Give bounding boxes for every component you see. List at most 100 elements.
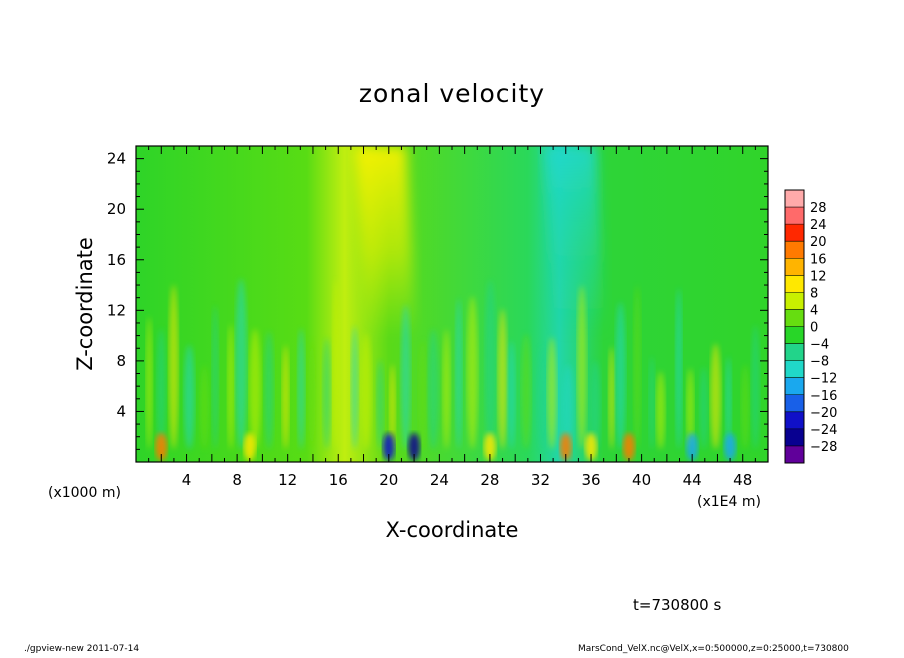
surface-extreme [155, 432, 168, 461]
field-features [145, 146, 760, 461]
colorbar-swatch [785, 258, 804, 276]
colorbar-label: 24 [810, 218, 827, 233]
colorbar-label: −4 [810, 338, 829, 353]
y-axis-label: Z-coordinate [73, 237, 97, 371]
field-streak [455, 298, 463, 450]
footer-right-note: MarsCond_VelX.nc@VelX,x=0:500000,z=0:250… [578, 644, 849, 654]
x-tick-label: 36 [581, 471, 600, 489]
field-streak [590, 360, 601, 450]
field-streak [442, 329, 451, 450]
colorbar-swatch [785, 394, 804, 413]
field-streak [361, 332, 372, 450]
colorbar-label: 12 [810, 269, 827, 284]
field-streak [484, 279, 496, 450]
field-streak [400, 304, 411, 450]
field-streak [686, 368, 695, 450]
field-streak [521, 333, 532, 450]
surface-extreme [686, 432, 699, 461]
x-unit-note: (x1000 m) [48, 485, 121, 501]
field-streak [751, 325, 760, 450]
field-streak [675, 288, 683, 450]
colorbar-label: −28 [810, 440, 837, 455]
field-streak [249, 328, 261, 450]
colorbar-swatch [785, 343, 804, 361]
field-streak [710, 343, 721, 450]
field-streak [297, 328, 305, 450]
field-streak [168, 284, 179, 450]
x-tick-label: 28 [480, 471, 499, 489]
field-streak [537, 346, 549, 450]
colorbar-swatch [785, 428, 804, 447]
x-tick-label: 40 [632, 471, 651, 489]
y-tick-label: 24 [107, 150, 126, 168]
field-streak [376, 359, 384, 450]
colorbar-swatch [785, 377, 804, 396]
x-tick-label: 44 [683, 471, 702, 489]
y-tick-label: 4 [116, 402, 126, 420]
field-streak [183, 344, 195, 450]
field-streak [308, 340, 316, 450]
y-tick-label: 12 [107, 301, 126, 319]
field-streak [332, 279, 340, 450]
upper-band-1 [543, 146, 606, 336]
field-streak [725, 356, 732, 450]
x-tick-label: 8 [232, 471, 242, 489]
field-streak [699, 367, 708, 450]
colorbar-label: 16 [810, 252, 827, 267]
surface-extreme [559, 432, 572, 461]
upper-band-0 [354, 146, 417, 336]
y-tick-label: 20 [107, 200, 126, 218]
x-tick-label: 24 [430, 471, 449, 489]
y-tick-label: 8 [116, 352, 126, 370]
colorbar-swatch [785, 411, 804, 430]
field-streak [199, 365, 209, 450]
field-streak [562, 364, 575, 450]
surface-extreme [585, 432, 598, 461]
field-streak [427, 329, 439, 450]
x-tick-label: 16 [329, 471, 348, 489]
field-streak [507, 340, 516, 450]
field-streak [282, 345, 290, 450]
colorbar-label: 4 [810, 303, 818, 318]
field-streak [497, 308, 508, 450]
colorbar-swatch [785, 224, 804, 242]
field-streak [740, 364, 750, 450]
field-streak [156, 328, 166, 450]
x-tick-label: 12 [278, 471, 297, 489]
field-streak [389, 364, 396, 450]
y-axis: 4 8 12 16 20 24 [107, 145, 768, 450]
colorbar-label: 0 [810, 321, 818, 336]
colorbar-swatch [785, 207, 804, 225]
colorbar-swatch [785, 190, 804, 208]
colorbar-label: −8 [810, 355, 829, 370]
colorbar-swatch [785, 326, 804, 344]
field-streak [350, 325, 359, 450]
footer-left-note: ./gpview-new 2011-07-14 [24, 644, 139, 654]
colorbar-label: −24 [810, 423, 837, 438]
surface-extreme [243, 432, 256, 461]
field-streak [547, 337, 557, 450]
colorbar-swatch [785, 445, 804, 464]
x-axis: 4 8 12 16 20 24 28 32 36 40 44 48 [148, 146, 769, 489]
colorbar: 28 24 20 16 12 8 4 0 −4 −8 −12 −16 −20 −24 −28 [784, 189, 837, 464]
colorbar-swatch [785, 292, 804, 310]
field-streak [608, 346, 615, 450]
x-unit-note-right: (x1E4 m) [697, 494, 761, 510]
plot-area [136, 146, 768, 462]
x-tick-label: 20 [379, 471, 398, 489]
colorbar-swatch [785, 275, 804, 293]
colorbar-label: 8 [810, 286, 818, 301]
field-streak [264, 331, 274, 450]
y-tick-label: 16 [107, 251, 126, 269]
x-tick-label: 4 [182, 471, 192, 489]
field-streak [235, 278, 248, 450]
field-streak [418, 340, 427, 450]
surface-extreme [382, 432, 395, 461]
field-streak [648, 356, 655, 450]
surface-extreme [622, 432, 635, 461]
field-streak [577, 285, 587, 450]
surface-extreme [483, 432, 496, 461]
surface-extreme [724, 432, 737, 461]
colorbar-label: −12 [810, 372, 837, 387]
